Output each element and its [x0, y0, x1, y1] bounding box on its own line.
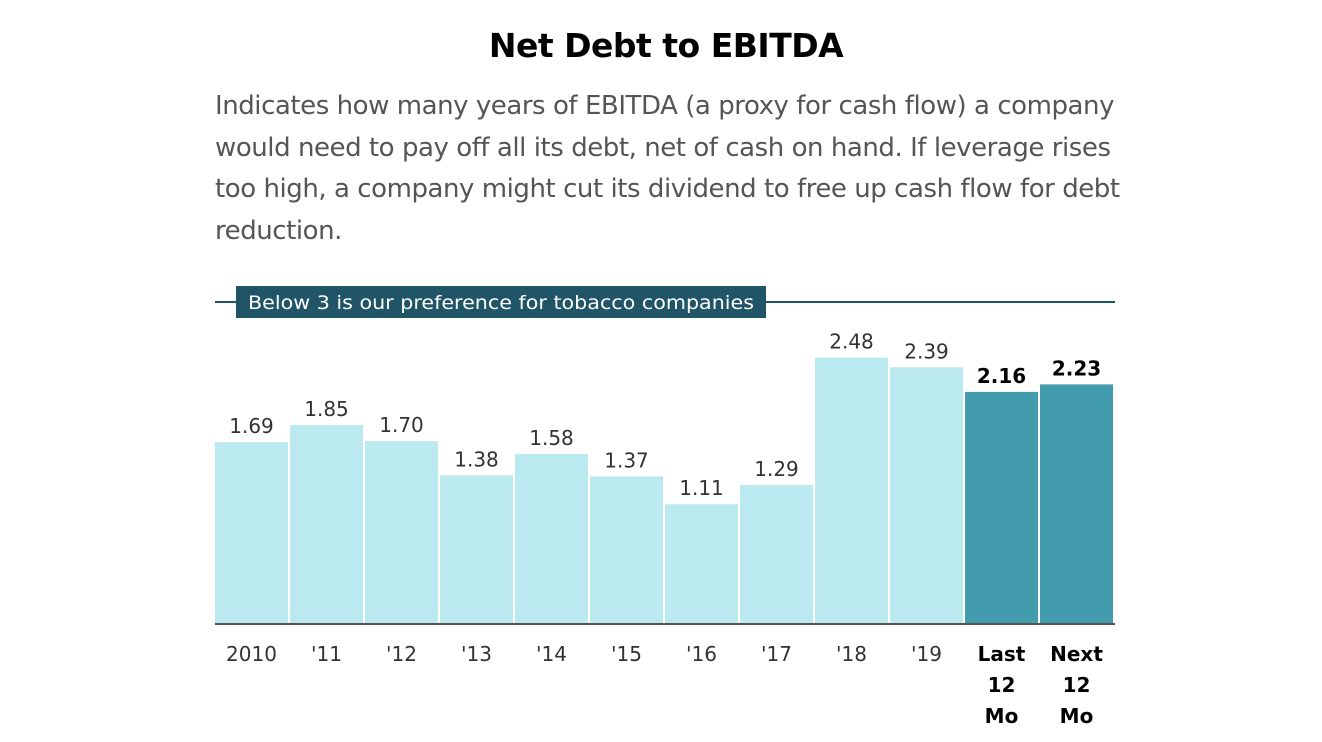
bar-value-label: 1.37	[604, 448, 649, 472]
bar	[740, 484, 813, 623]
x-tick-label-line: '14	[536, 642, 567, 666]
bar-value-label: 1.29	[754, 457, 799, 481]
x-tick-label: '18	[836, 642, 867, 666]
bar-value-label: 2.23	[1052, 356, 1101, 380]
x-axis-ticks: 2010'11'12'13'14'15'16'17'18'19 Last 12 MoN…	[226, 642, 1103, 728]
x-tick-label: '14	[536, 642, 567, 666]
bar	[665, 504, 738, 623]
x-tick-label-line: Mo	[1060, 704, 1094, 728]
bar-value-label: 1.69	[229, 414, 274, 438]
x-tick-label-line: Next	[1050, 642, 1103, 666]
x-tick-label-line: '15	[611, 642, 642, 666]
x-tick-label: '19	[911, 642, 942, 666]
reference-label-background	[236, 286, 766, 318]
bar	[890, 367, 963, 623]
reference-label: Below 3 is our preference for tobacco co…	[248, 292, 754, 314]
x-tick-label: '12	[386, 642, 417, 666]
x-tick-label-line: '19	[911, 642, 942, 666]
bar	[515, 453, 588, 623]
x-tick-label: Next 12 Mo	[1050, 642, 1103, 728]
x-tick-label-line: '12	[386, 642, 417, 666]
x-tick-label: '17	[761, 642, 792, 666]
bar-value-label: 2.16	[977, 364, 1026, 388]
x-tick-label-line: 12	[988, 673, 1016, 697]
x-tick-label-line: '16	[686, 642, 717, 666]
bar-value-label: 1.58	[529, 426, 574, 450]
bar-value-label: 1.11	[679, 476, 724, 500]
bar	[590, 476, 663, 623]
bar	[365, 441, 438, 623]
x-tick-label: '13	[461, 642, 492, 666]
reference-line-group: Below 3 is our preference for tobacco co…	[215, 286, 1115, 318]
bar-value-label: 2.39	[904, 339, 949, 363]
bar-value-label: 1.38	[454, 447, 499, 471]
bar	[440, 475, 513, 623]
bar	[215, 442, 288, 623]
bar	[965, 391, 1038, 623]
x-tick-label-line: '18	[836, 642, 867, 666]
x-tick-label-line: '17	[761, 642, 792, 666]
x-tick-label-line: 12	[1063, 673, 1091, 697]
bar	[815, 357, 888, 623]
bar	[290, 425, 363, 623]
x-tick-label-line: 2010	[226, 642, 277, 666]
chart-description: Indicates how many years of EBITDA (a pr…	[215, 91, 1120, 246]
bar-value-label: 1.70	[379, 413, 424, 437]
x-tick-label: 2010	[226, 642, 277, 666]
bar-value-label: 1.85	[304, 397, 349, 421]
x-tick-label-line: Last	[978, 642, 1026, 666]
x-tick-label-line: Mo	[985, 704, 1019, 728]
x-tick-label-line: '11	[311, 642, 342, 666]
x-tick-label-line: '13	[461, 642, 492, 666]
chart-title: Net Debt to EBITDA	[488, 26, 844, 65]
x-tick-label: '11	[311, 642, 342, 666]
bar-value-label: 2.48	[829, 330, 874, 354]
x-tick-label: '15	[611, 642, 642, 666]
bars-group: 1.69 1.85 1.70 1.38 1.58 1.37 1.11 1.29 2.48 2.39…	[215, 330, 1113, 623]
x-tick-label: '16	[686, 642, 717, 666]
bar	[1040, 384, 1113, 623]
x-tick-label: Last 12 Mo	[978, 642, 1026, 728]
